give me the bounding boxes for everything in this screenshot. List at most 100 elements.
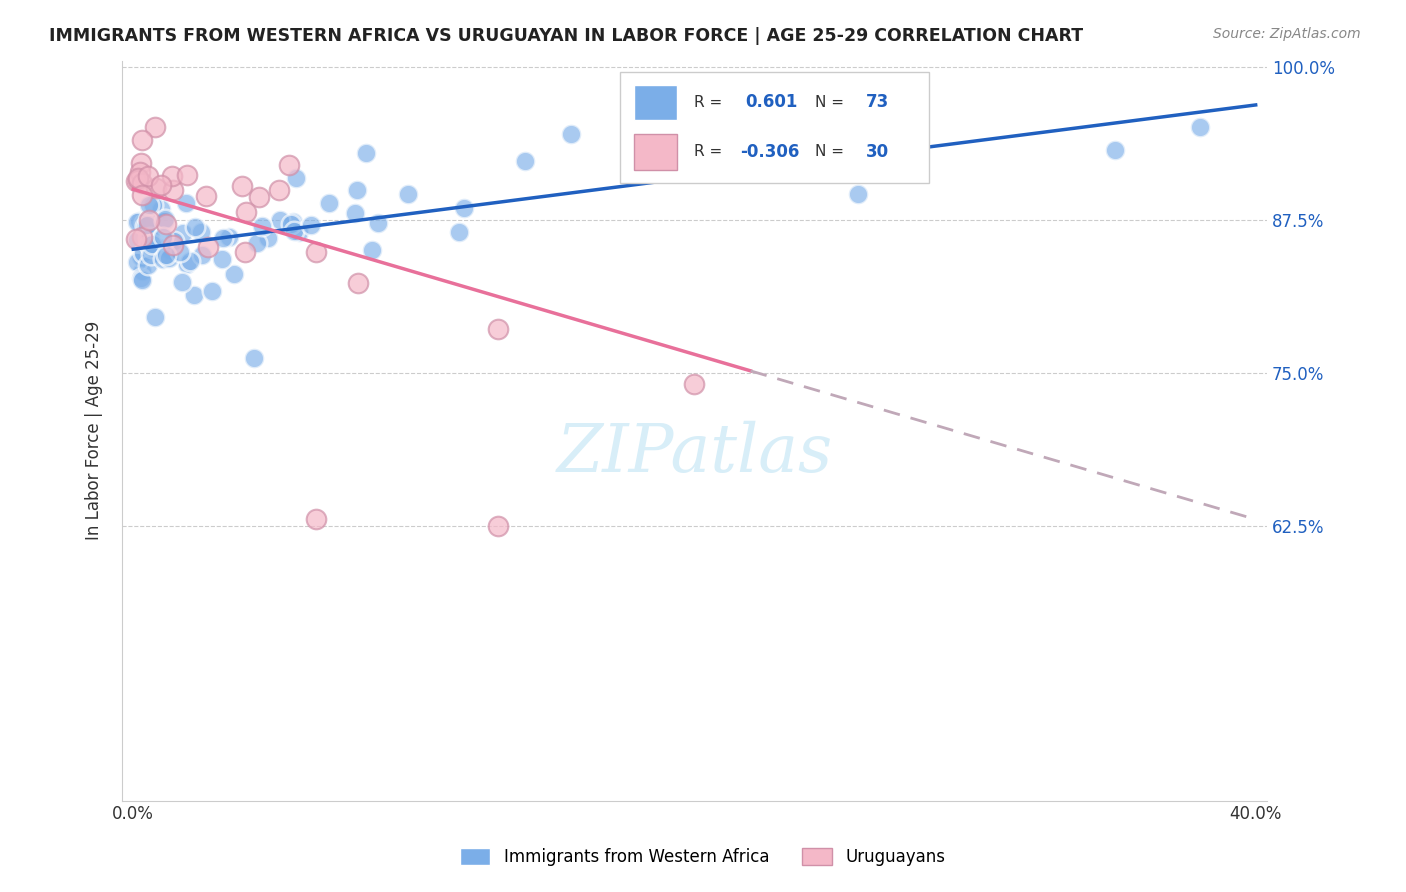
Point [160,169,183,184]
Point [172,226,194,240]
Point [211,231,233,245]
Point [136,213,159,227]
Point [305,512,328,526]
Point [269,212,291,227]
Point [128,213,150,227]
Point [145,180,167,194]
Point [131,230,153,244]
Point [135,219,157,233]
Point [846,186,869,201]
Y-axis label: In Labor Force | Age 25-29: In Labor Force | Age 25-29 [86,321,103,541]
Point [284,170,307,185]
Point [136,258,159,272]
FancyBboxPatch shape [634,85,678,120]
Point [136,169,159,184]
Text: 73: 73 [866,94,890,112]
Point [246,235,269,250]
Point [150,178,173,192]
Point [235,245,257,260]
Point [127,173,149,187]
FancyBboxPatch shape [634,134,678,169]
Point [129,250,152,264]
Point [449,225,471,239]
Point [142,198,165,212]
Text: 0.601: 0.601 [745,94,797,112]
Point [131,133,153,147]
Text: IMMIGRANTS FROM WESTERN AFRICA VS URUGUAYAN IN LABOR FORCE | AGE 25-29 CORRELATI: IMMIGRANTS FROM WESTERN AFRICA VS URUGUA… [49,27,1084,45]
Point [486,322,509,336]
Point [176,257,198,271]
Point [152,252,174,267]
Point [131,176,153,190]
Point [683,377,706,392]
Point [136,230,159,244]
Point [194,188,217,202]
Point [141,237,163,252]
Point [148,241,170,255]
Point [396,186,419,201]
Text: N =: N = [814,145,844,160]
Point [176,168,198,182]
Point [235,205,257,219]
Point [343,205,366,219]
Point [318,195,340,210]
Point [1188,120,1211,135]
Point [515,154,537,169]
Point [153,213,176,227]
Point [129,156,152,170]
Point [172,275,194,289]
Text: ZIPatlas: ZIPatlas [557,420,832,485]
Point [132,246,155,260]
Text: -0.306: -0.306 [741,143,800,161]
Point [250,219,273,233]
Point [131,263,153,277]
Point [281,215,304,229]
Point [560,127,582,141]
Point [179,253,201,268]
Point [155,217,177,231]
Point [1104,143,1126,157]
Point [141,241,163,255]
Point [157,251,180,265]
Point [231,179,253,194]
Point [197,240,219,254]
Point [155,248,177,262]
Point [367,216,389,230]
Point [125,174,148,188]
Point [247,190,270,204]
Point [138,213,160,227]
FancyBboxPatch shape [620,72,929,183]
Point [354,146,377,161]
Point [125,231,148,245]
Point [138,230,160,244]
Point [283,223,305,237]
Point [280,217,302,231]
Point [769,144,792,158]
Point [131,187,153,202]
Point [453,201,475,215]
Point [162,237,184,252]
Legend: Immigrants from Western Africa, Uruguayans: Immigrants from Western Africa, Uruguaya… [454,841,952,873]
Point [211,252,233,267]
Point [287,225,309,239]
Point [162,183,184,197]
Point [159,244,181,258]
Point [305,244,328,259]
Text: N =: N = [814,95,844,110]
Text: R =: R = [695,95,723,110]
Point [155,212,177,227]
Point [201,284,224,298]
Point [174,195,197,210]
Point [191,247,214,261]
Point [360,243,382,257]
Point [346,183,368,197]
Point [222,268,245,282]
Point [152,230,174,244]
Point [267,182,290,196]
Point [129,165,152,179]
Point [346,276,368,290]
Point [486,518,509,533]
Point [125,254,148,268]
Point [183,288,205,302]
Point [149,202,172,217]
